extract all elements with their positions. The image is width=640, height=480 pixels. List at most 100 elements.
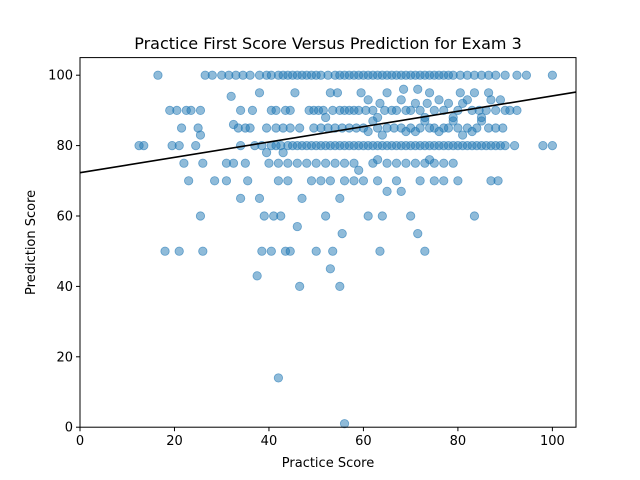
data-point — [292, 221, 302, 232]
data-point — [273, 373, 283, 383]
data-point — [356, 88, 366, 98]
data-point — [495, 95, 506, 105]
data-point — [434, 95, 444, 105]
y-tick-label: 0 — [65, 421, 73, 436]
data-point — [339, 419, 350, 429]
data-point — [382, 88, 392, 98]
data-point — [406, 211, 416, 221]
data-point — [377, 130, 387, 140]
data-point — [273, 176, 283, 186]
data-point — [401, 158, 411, 168]
data-point — [424, 88, 435, 98]
y-axis-ticks: 0 20 40 60 80 100 — [48, 69, 80, 436]
x-tick-label: 80 — [450, 434, 467, 449]
data-point — [415, 123, 425, 133]
data-point — [316, 176, 326, 186]
data-point — [252, 271, 262, 281]
data-point — [472, 123, 482, 133]
data-point — [179, 158, 189, 168]
data-point — [339, 176, 350, 186]
data-point — [375, 246, 385, 256]
data-point — [153, 70, 163, 80]
data-point — [264, 158, 274, 168]
data-point — [443, 98, 454, 108]
data-point — [372, 155, 383, 165]
data-point — [191, 141, 201, 151]
data-point — [476, 116, 487, 126]
data-point — [283, 176, 293, 186]
data-point — [439, 158, 449, 168]
data-point — [278, 148, 288, 158]
data-point — [247, 105, 258, 116]
data-point — [295, 281, 305, 291]
data-point — [448, 116, 458, 126]
data-point — [139, 141, 149, 151]
data-point — [377, 211, 387, 221]
data-point — [176, 123, 187, 133]
data-point — [243, 176, 253, 186]
data-point — [226, 91, 236, 101]
data-point — [406, 105, 416, 116]
data-point — [429, 105, 439, 116]
data-point — [469, 211, 480, 221]
data-point — [240, 158, 250, 168]
data-point — [500, 70, 510, 80]
data-point — [486, 95, 496, 105]
x-tick-label: 0 — [76, 434, 84, 449]
data-point — [521, 70, 532, 80]
data-point — [174, 141, 184, 151]
data-point — [311, 246, 321, 256]
data-point — [285, 246, 295, 256]
data-point — [311, 158, 321, 168]
data-point — [330, 158, 340, 168]
data-point — [415, 105, 425, 116]
data-point — [184, 176, 194, 186]
data-point — [429, 158, 439, 168]
data-point — [335, 281, 345, 291]
data-point — [429, 176, 439, 186]
x-axis-label: Practice Score — [282, 456, 374, 471]
y-axis-label: Prediction Score — [24, 190, 39, 295]
data-point — [398, 84, 409, 94]
data-point — [328, 246, 338, 256]
data-point — [207, 70, 217, 80]
data-point — [453, 176, 463, 186]
data-point — [439, 176, 449, 186]
data-point — [396, 186, 406, 196]
data-point — [254, 193, 265, 203]
data-point — [493, 176, 503, 186]
data-point — [271, 105, 281, 116]
y-tick-label: 60 — [56, 210, 73, 225]
data-point — [245, 123, 255, 133]
data-point — [259, 211, 269, 221]
data-point — [413, 229, 423, 239]
data-point — [245, 70, 255, 80]
data-point — [261, 123, 272, 133]
data-point — [547, 141, 557, 151]
data-point — [325, 264, 335, 274]
data-point — [391, 105, 402, 116]
data-point — [221, 176, 232, 186]
data-point — [261, 148, 272, 158]
data-point — [172, 105, 182, 116]
data-point — [335, 193, 345, 203]
chart-title: Practice First Score Versus Prediction f… — [134, 34, 522, 53]
data-point — [498, 123, 508, 133]
data-point — [174, 246, 184, 256]
data-point — [332, 88, 343, 98]
plot-frame — [79, 57, 577, 428]
data-point — [195, 211, 206, 221]
data-point — [292, 158, 302, 168]
data-point — [538, 141, 548, 151]
data-point — [512, 105, 522, 116]
data-point — [458, 130, 468, 140]
data-point — [368, 105, 378, 116]
data-point — [391, 158, 402, 168]
data-point — [363, 95, 373, 105]
scatter-points — [134, 70, 557, 429]
data-point — [413, 84, 423, 94]
trend-line-group — [79, 91, 577, 174]
data-point — [339, 158, 350, 168]
x-tick-label: 100 — [540, 434, 565, 449]
data-point — [382, 158, 392, 168]
